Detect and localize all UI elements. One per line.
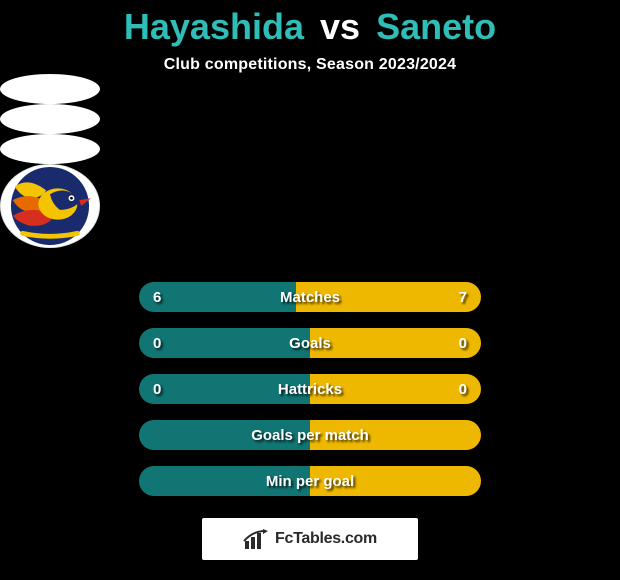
stat-row: 0Goals0	[139, 328, 481, 358]
right-club-badge	[0, 164, 100, 248]
stat-label: Hattricks	[139, 381, 481, 398]
bar-chart-icon	[243, 529, 269, 549]
stat-row: Goals per match	[139, 420, 481, 450]
title-player-right: Saneto	[376, 6, 496, 47]
stat-rows: 6Matches70Goals00Hattricks0Goals per mat…	[0, 282, 620, 496]
source-logo: FcTables.com	[202, 518, 418, 560]
stat-value-right: 7	[459, 289, 467, 306]
stat-row: 0Hattricks0	[139, 374, 481, 404]
stat-label: Matches	[139, 289, 481, 306]
title-player-left: Hayashida	[124, 6, 304, 47]
vegalta-logo-icon	[1, 165, 99, 247]
stat-row: Min per goal	[139, 466, 481, 496]
stat-label: Goals	[139, 335, 481, 352]
left-player-badge-2	[0, 104, 100, 134]
source-logo-text: FcTables.com	[275, 530, 377, 548]
stat-label: Min per goal	[139, 473, 481, 490]
left-player-badge-1	[0, 74, 100, 104]
stat-value-right: 0	[459, 381, 467, 398]
comparison-card: Hayashida vs Saneto Club competitions, S…	[0, 0, 620, 580]
stat-value-right: 0	[459, 335, 467, 352]
subtitle: Club competitions, Season 2023/2024	[0, 56, 620, 74]
right-player-badge-1	[0, 134, 100, 164]
stat-row: 6Matches7	[139, 282, 481, 312]
title-vs: vs	[320, 6, 360, 47]
stat-label: Goals per match	[139, 427, 481, 444]
page-title: Hayashida vs Saneto	[0, 0, 620, 48]
